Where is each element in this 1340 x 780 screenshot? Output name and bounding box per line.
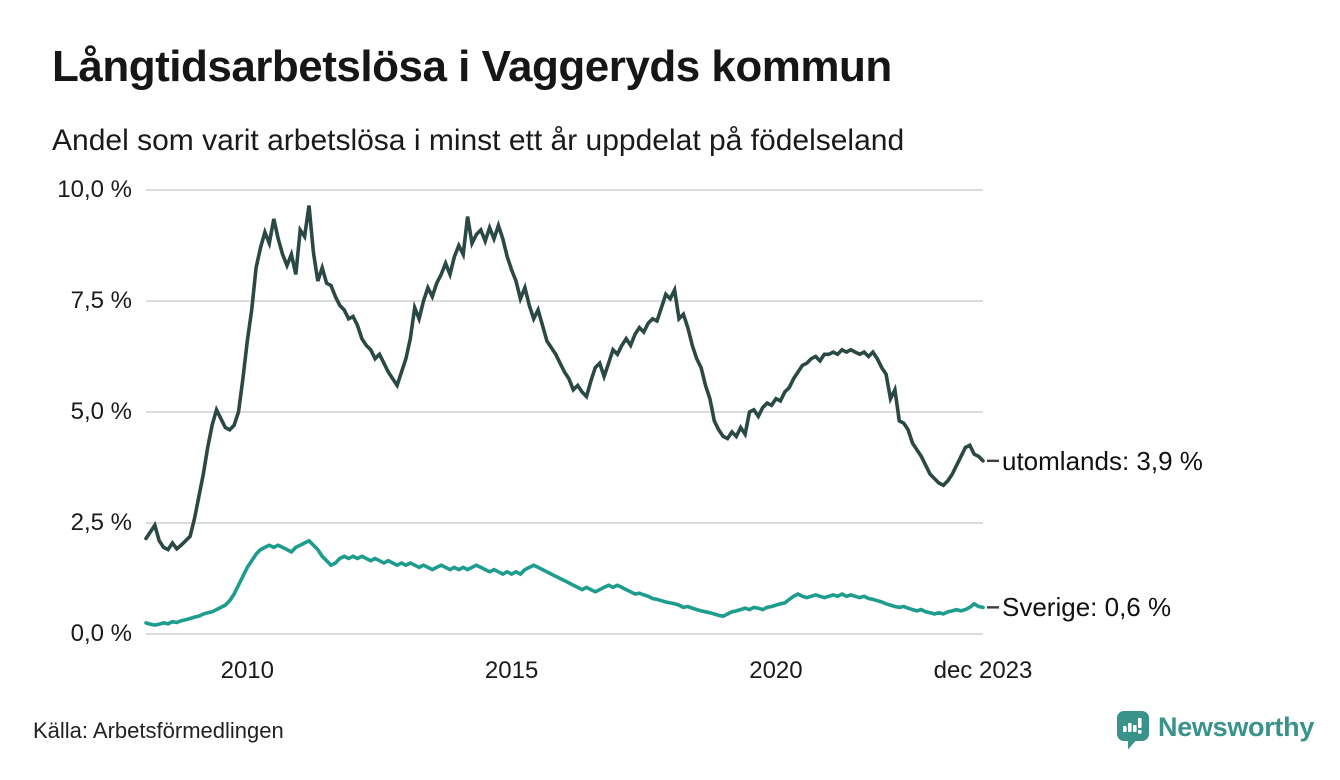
chart-subtitle: Andel som varit arbetslösa i minst ett å…	[52, 124, 905, 157]
y-tick-label: 2,5 %	[70, 509, 132, 536]
x-tick-label: dec 2023	[933, 657, 1033, 684]
y-tick-label: 0,0 %	[70, 620, 132, 647]
y-tick-label: 10,0 %	[57, 176, 132, 203]
x-tick-label: 2010	[220, 657, 274, 684]
y-tick-label: 5,0 %	[70, 398, 132, 425]
series-end-label-utomlands: utomlands: 3,9 %	[1002, 445, 1203, 476]
source-note: Källa: Arbetsförmedlingen	[33, 718, 284, 743]
newsworthy-bubble-chart-icon	[1117, 711, 1149, 750]
y-tick-label: 7,5 %	[70, 287, 132, 314]
chart-title: Långtidsarbetslösa i Vaggeryds kommun	[52, 42, 892, 91]
x-tick-label: 2015	[484, 657, 539, 684]
newsworthy-wordmark: Newsworthy	[1158, 712, 1315, 742]
series-end-label-sverige: Sverige: 0,6 %	[1002, 592, 1172, 623]
x-tick-label: 2020	[749, 657, 803, 684]
